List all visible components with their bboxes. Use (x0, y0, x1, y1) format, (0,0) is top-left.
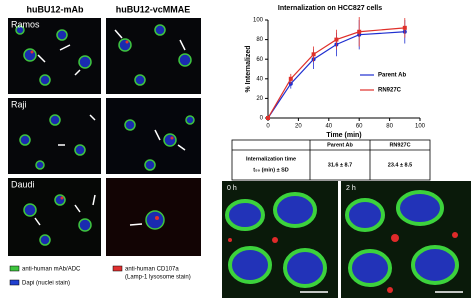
x-tick-label: 60 (356, 124, 363, 130)
x-axis-label: Time (min) (326, 132, 361, 139)
table-cell: 31.6 ± 8.7 (328, 162, 352, 168)
x-tick-label: 0 (266, 124, 270, 130)
arrows (34, 29, 186, 226)
legend-label: Parent Ab (378, 73, 406, 79)
panel (8, 178, 101, 256)
timepoint-images: 0 h 2 h (222, 181, 471, 298)
legend-label: anti-human mAb/ADC (22, 267, 81, 273)
table-header: Parent Ab (327, 142, 353, 148)
x-tick-label: 40 (325, 124, 332, 130)
x-tick-label: 100 (415, 124, 426, 130)
series-line (267, 31, 405, 119)
lysosome-dots (30, 40, 174, 220)
line-chart: Internalization on HCC827 cells Time (mi… (245, 5, 426, 139)
chart-title: Internalization on HCC827 cells (278, 5, 382, 12)
legend-label: anti-human CD107a (125, 267, 179, 273)
y-axis-label: % Internalized (245, 45, 252, 92)
row-label: Ramos (11, 19, 40, 29)
cells (15, 24, 195, 246)
table-border (231, 139, 431, 181)
marker (402, 25, 407, 30)
series-line (267, 27, 405, 119)
marker (357, 29, 362, 34)
legend-swatch (9, 279, 20, 286)
table-cell: t₅₀ (min) ± SD (253, 167, 289, 173)
row-label: Daudi (11, 179, 35, 189)
legend-swatch (9, 265, 20, 272)
y-tick-label: 100 (253, 18, 264, 24)
x-tick-label: 20 (295, 124, 302, 130)
micrographs: huBU12-mAb huBU12-vcMMAE Ramos Raji Daud… (8, 4, 201, 256)
legend-swatch (112, 265, 123, 272)
legend-label: (Lamp-1 lysosome stain) (125, 275, 191, 281)
timepoint-label: 0 h (227, 185, 237, 192)
column-header: huBU12-vcMMAE (116, 4, 191, 14)
column-header: huBU12-mAb (26, 4, 84, 14)
marker (266, 116, 270, 120)
x-tick-label: 80 (386, 124, 393, 130)
legend-label: RN927C (378, 88, 402, 94)
y-tick-label: 40 (256, 76, 263, 82)
table: Parent Ab RN927C Internalization time t₅… (231, 139, 431, 181)
marker (334, 37, 339, 42)
marker (311, 52, 316, 57)
y-tick-label: 0 (260, 116, 264, 122)
row-label: Raji (11, 99, 27, 109)
timepoint-label: 2 h (346, 185, 356, 192)
stain-legend: anti-human mAb/ADC Dapi (nuclei stain) a… (9, 265, 191, 287)
table-header: RN927C (389, 142, 410, 148)
y-tick-label: 80 (256, 37, 263, 43)
y-tick-label: 60 (256, 57, 263, 63)
lysosome-dots (228, 232, 458, 293)
table-cell: Internalization time (246, 156, 296, 162)
legend-label: Dapi (nuclei stain) (22, 281, 70, 287)
marker (288, 76, 293, 81)
cells (225, 190, 459, 288)
y-tick-label: 20 (256, 96, 263, 102)
table-cell: 23.4 ± 8.5 (388, 162, 412, 168)
